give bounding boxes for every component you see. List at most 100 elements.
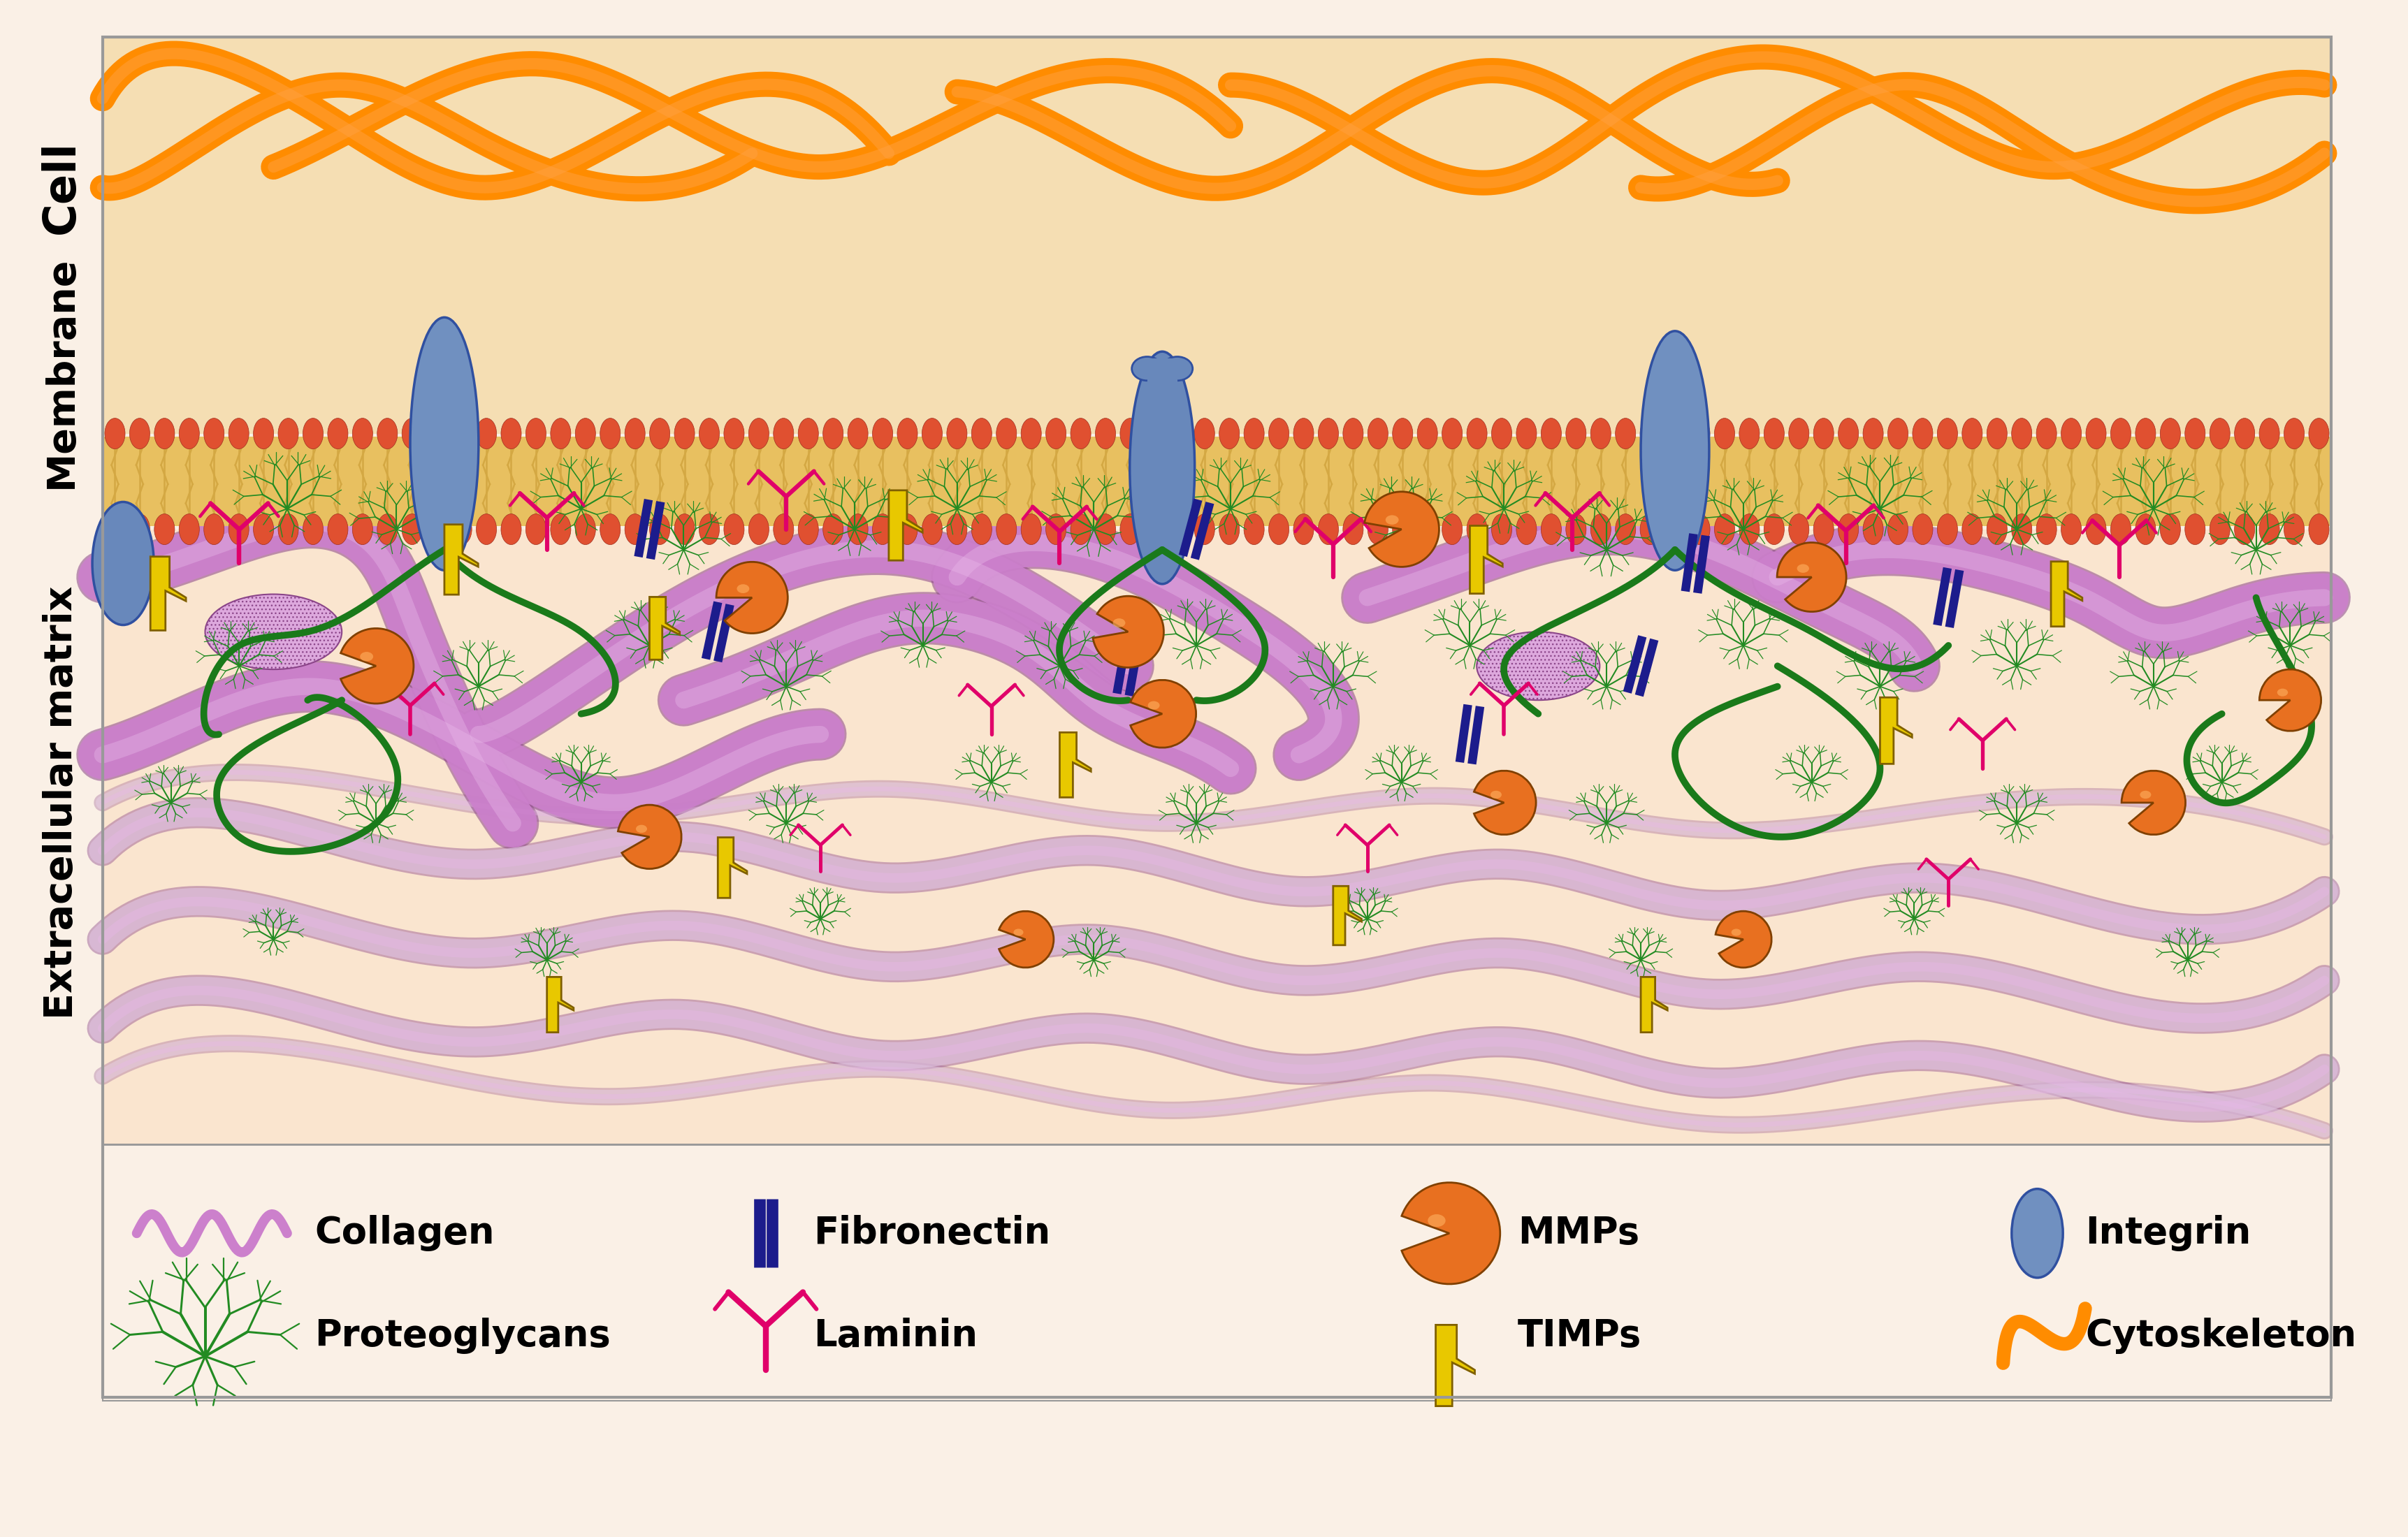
Wedge shape	[2259, 669, 2321, 732]
Ellipse shape	[450, 418, 472, 449]
Ellipse shape	[178, 513, 200, 544]
Ellipse shape	[1690, 418, 1710, 449]
Ellipse shape	[426, 513, 448, 544]
Bar	[104, 437, 2331, 526]
Ellipse shape	[1739, 513, 1760, 544]
Wedge shape	[619, 805, 681, 868]
Ellipse shape	[1129, 352, 1194, 584]
Ellipse shape	[402, 513, 421, 544]
Wedge shape	[715, 563, 787, 633]
Bar	[1146, 358, 1178, 383]
Ellipse shape	[130, 513, 149, 544]
Ellipse shape	[1987, 513, 2008, 544]
Ellipse shape	[352, 513, 373, 544]
Ellipse shape	[2141, 790, 2150, 799]
Ellipse shape	[1491, 513, 1512, 544]
Ellipse shape	[1218, 513, 1240, 544]
Ellipse shape	[737, 584, 749, 593]
Ellipse shape	[650, 513, 669, 544]
Polygon shape	[889, 490, 922, 561]
Ellipse shape	[1912, 418, 1934, 449]
Ellipse shape	[922, 513, 942, 544]
Ellipse shape	[1442, 418, 1462, 449]
Polygon shape	[718, 838, 746, 898]
Ellipse shape	[1269, 513, 1288, 544]
Ellipse shape	[1368, 418, 1387, 449]
Text: Membrane: Membrane	[43, 257, 79, 489]
Ellipse shape	[1813, 513, 1835, 544]
Bar	[104, 37, 2331, 433]
Ellipse shape	[1565, 418, 1587, 449]
Ellipse shape	[2011, 1188, 2064, 1277]
Ellipse shape	[1541, 418, 1560, 449]
Ellipse shape	[277, 513, 299, 544]
Ellipse shape	[1731, 928, 1741, 936]
Ellipse shape	[2184, 418, 2206, 449]
Ellipse shape	[277, 418, 299, 449]
Ellipse shape	[1963, 418, 1982, 449]
Ellipse shape	[970, 513, 992, 544]
Ellipse shape	[1789, 513, 1808, 544]
Wedge shape	[1093, 596, 1163, 667]
Ellipse shape	[1714, 513, 1734, 544]
Polygon shape	[2052, 561, 2083, 627]
Wedge shape	[1129, 679, 1197, 747]
Ellipse shape	[1912, 513, 1934, 544]
Ellipse shape	[970, 418, 992, 449]
Ellipse shape	[205, 595, 342, 670]
Ellipse shape	[2309, 418, 2329, 449]
Ellipse shape	[1120, 418, 1141, 449]
Polygon shape	[1881, 698, 1912, 764]
Polygon shape	[547, 978, 573, 1033]
Ellipse shape	[898, 513, 917, 544]
Ellipse shape	[2136, 418, 2155, 449]
Ellipse shape	[2037, 418, 2056, 449]
Ellipse shape	[303, 513, 323, 544]
Ellipse shape	[1293, 418, 1315, 449]
Ellipse shape	[1888, 418, 1907, 449]
Ellipse shape	[576, 513, 595, 544]
Ellipse shape	[773, 513, 795, 544]
Ellipse shape	[797, 513, 819, 544]
Ellipse shape	[1640, 418, 1662, 449]
Ellipse shape	[797, 418, 819, 449]
Ellipse shape	[1021, 418, 1040, 449]
Ellipse shape	[1963, 513, 1982, 544]
Ellipse shape	[1112, 618, 1125, 627]
Wedge shape	[340, 629, 414, 704]
Ellipse shape	[946, 418, 968, 449]
Text: Fibronectin: Fibronectin	[814, 1216, 1050, 1251]
Ellipse shape	[2309, 513, 2329, 544]
Ellipse shape	[2160, 418, 2182, 449]
Ellipse shape	[1132, 357, 1163, 381]
Ellipse shape	[749, 418, 768, 449]
Ellipse shape	[1096, 418, 1115, 449]
Text: Laminin: Laminin	[814, 1317, 978, 1354]
Ellipse shape	[106, 513, 125, 544]
Ellipse shape	[303, 418, 323, 449]
Ellipse shape	[1789, 418, 1808, 449]
Ellipse shape	[1796, 564, 1808, 573]
Ellipse shape	[1864, 418, 1883, 449]
Ellipse shape	[2061, 513, 2081, 544]
Ellipse shape	[872, 513, 893, 544]
Ellipse shape	[1014, 928, 1023, 936]
Ellipse shape	[2037, 513, 2056, 544]
Wedge shape	[999, 911, 1055, 968]
Ellipse shape	[450, 513, 472, 544]
Ellipse shape	[1837, 418, 1859, 449]
Ellipse shape	[1368, 513, 1387, 544]
Polygon shape	[445, 524, 479, 595]
Ellipse shape	[409, 317, 479, 570]
Polygon shape	[1334, 885, 1361, 945]
Ellipse shape	[154, 418, 176, 449]
Ellipse shape	[749, 513, 768, 544]
Ellipse shape	[725, 513, 744, 544]
Ellipse shape	[773, 418, 795, 449]
Ellipse shape	[1045, 513, 1067, 544]
Ellipse shape	[253, 418, 275, 449]
Ellipse shape	[378, 513, 397, 544]
Ellipse shape	[253, 513, 275, 544]
Text: Cytoskeleton: Cytoskeleton	[2085, 1317, 2357, 1354]
Ellipse shape	[1096, 513, 1115, 544]
